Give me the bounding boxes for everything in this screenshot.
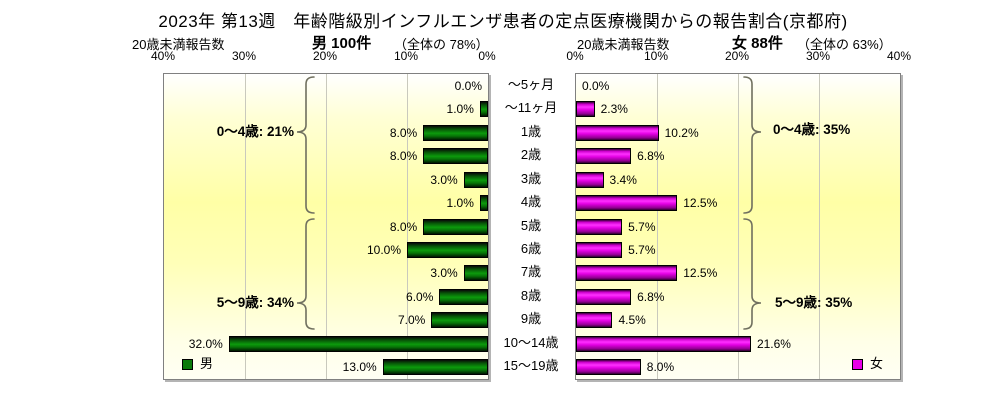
female-legend-label: 女	[870, 356, 884, 371]
male-bar	[407, 241, 488, 258]
female-group-0-4-annotation: 0～4歳: 35%	[773, 122, 851, 137]
female-bar	[576, 101, 595, 118]
gridline	[407, 74, 408, 379]
male-legend: 男	[182, 356, 213, 372]
female-bar-value-label: 8.0%	[646, 360, 675, 375]
male-bar-value-label: 32.0%	[188, 336, 223, 351]
gridline	[738, 74, 739, 379]
female-under20-count-label: 20歳未満報告数	[577, 37, 670, 52]
male-bar	[431, 312, 488, 329]
category-label: 7歳	[520, 264, 542, 280]
category-label: 15～19歳	[503, 358, 559, 374]
female-bar-value-label: 6.8%	[637, 289, 665, 304]
female-bar-value-label: 6.8%	[637, 149, 665, 164]
axis-tick-label: 40%	[150, 49, 176, 63]
category-label: 6歳	[520, 240, 542, 256]
male-bar	[228, 335, 488, 352]
female-bar-value-label: 4.5%	[618, 313, 646, 328]
male-bar-value-label: 1.0%	[446, 196, 474, 211]
male-bar-value-label: 0.0%	[454, 78, 482, 93]
male-bar-value-label: 7.0%	[397, 313, 426, 328]
female-share-label: （全体の 63%）	[797, 37, 892, 52]
male-group-0-4-annotation: 0～4歳: 21%	[216, 124, 294, 139]
male-legend-swatch-icon	[182, 358, 193, 370]
female-bar-value-label: 21.6%	[756, 336, 791, 351]
male-total-label: 男 100件	[312, 35, 372, 52]
female-bar-value-label: 12.5%	[683, 196, 718, 211]
category-label: 5歳	[520, 217, 542, 233]
female-plot-area: 女 0.0% 2.3% 10.2% 6.8% 3.4% 12.5% 5.7% 5.7% 12.5…	[575, 73, 901, 380]
axis-tick-label: 30%	[805, 49, 831, 63]
male-under20-count-label: 20歳未満報告数	[132, 37, 225, 52]
category-label: 9歳	[520, 311, 542, 327]
axis-tick-label: 0%	[478, 49, 496, 63]
female-bar	[576, 288, 632, 305]
male-bar-value-label: 10.0%	[366, 242, 401, 257]
male-bar	[423, 148, 488, 165]
female-legend-swatch-icon	[852, 358, 863, 370]
female-bar	[576, 312, 613, 329]
male-bar	[382, 359, 488, 376]
male-bar	[463, 171, 488, 188]
axis-tick-label: 20%	[312, 49, 338, 63]
female-bar	[576, 171, 604, 188]
female-bar-value-label: 5.7%	[628, 219, 656, 234]
female-bar-value-label: 0.0%	[582, 78, 610, 93]
male-bar-value-label: 6.0%	[406, 289, 434, 304]
male-share-label: （全体の 78%）	[394, 37, 489, 52]
male-group-5-9-annotation: 5～9歳: 34%	[216, 295, 294, 310]
female-bar	[576, 148, 632, 165]
male-bar	[423, 124, 488, 141]
male-plot-area: 男 0.0% 1.0% 8.0% 8.0% 3.0% 1.0% 8.0% 10.0% 3.0% 6…	[163, 73, 489, 380]
female-bar	[576, 195, 678, 212]
male-bar-value-label: 3.0%	[430, 266, 458, 281]
male-bar-value-label: 3.0%	[430, 172, 458, 187]
axis-tick-label: 30%	[231, 49, 257, 63]
male-bar-value-label: 8.0%	[389, 149, 418, 164]
female-total-label: 女 88件	[732, 35, 783, 52]
male-legend-label: 男	[200, 356, 214, 371]
female-legend: 女	[852, 356, 883, 372]
gridline	[326, 74, 327, 379]
axis-tick-label: 20%	[724, 49, 750, 63]
male-bar	[423, 218, 488, 235]
female-bar-value-label: 3.4%	[609, 172, 637, 187]
gridline	[819, 74, 820, 379]
category-label: 3歳	[520, 170, 542, 186]
category-label: ～11ヶ月	[504, 100, 558, 116]
axis-tick-label: 10%	[643, 49, 669, 63]
female-bar-value-label: 10.2%	[664, 125, 699, 140]
gridline	[245, 74, 246, 379]
category-label: ～5ヶ月	[507, 76, 555, 92]
female-bar	[576, 241, 623, 258]
male-bar	[463, 265, 488, 282]
female-group-5-9-annotation: 5～9歳: 35%	[775, 295, 853, 310]
axis-tick-label: 0%	[566, 49, 584, 63]
female-bar	[576, 218, 623, 235]
male-bar	[479, 101, 488, 118]
male-bar	[439, 288, 488, 305]
male-bar-value-label: 8.0%	[389, 219, 418, 234]
male-bar-value-label: 13.0%	[342, 360, 377, 375]
category-label: 4歳	[520, 194, 542, 210]
axis-tick-label: 40%	[886, 49, 912, 63]
female-bar-value-label: 12.5%	[683, 266, 718, 281]
male-bar-value-label: 8.0%	[389, 125, 418, 140]
female-bar	[576, 335, 751, 352]
female-bar-value-label: 2.3%	[600, 102, 628, 117]
axis-tick-label: 10%	[393, 49, 419, 63]
gridline	[657, 74, 658, 379]
female-bar-value-label: 5.7%	[628, 242, 656, 257]
male-bar-value-label: 1.0%	[446, 102, 474, 117]
female-bar	[576, 265, 678, 282]
chart-title: 2023年 第13週 年齢階級別インフルエンザ患者の定点医療機関からの報告割合(…	[158, 12, 848, 31]
category-label: 1歳	[520, 123, 542, 139]
male-bar	[479, 195, 488, 212]
category-label: 2歳	[520, 147, 542, 163]
female-bar	[576, 124, 659, 141]
category-label: 10～14歳	[503, 334, 559, 350]
category-label: 8歳	[520, 287, 542, 303]
female-bar	[576, 359, 641, 376]
